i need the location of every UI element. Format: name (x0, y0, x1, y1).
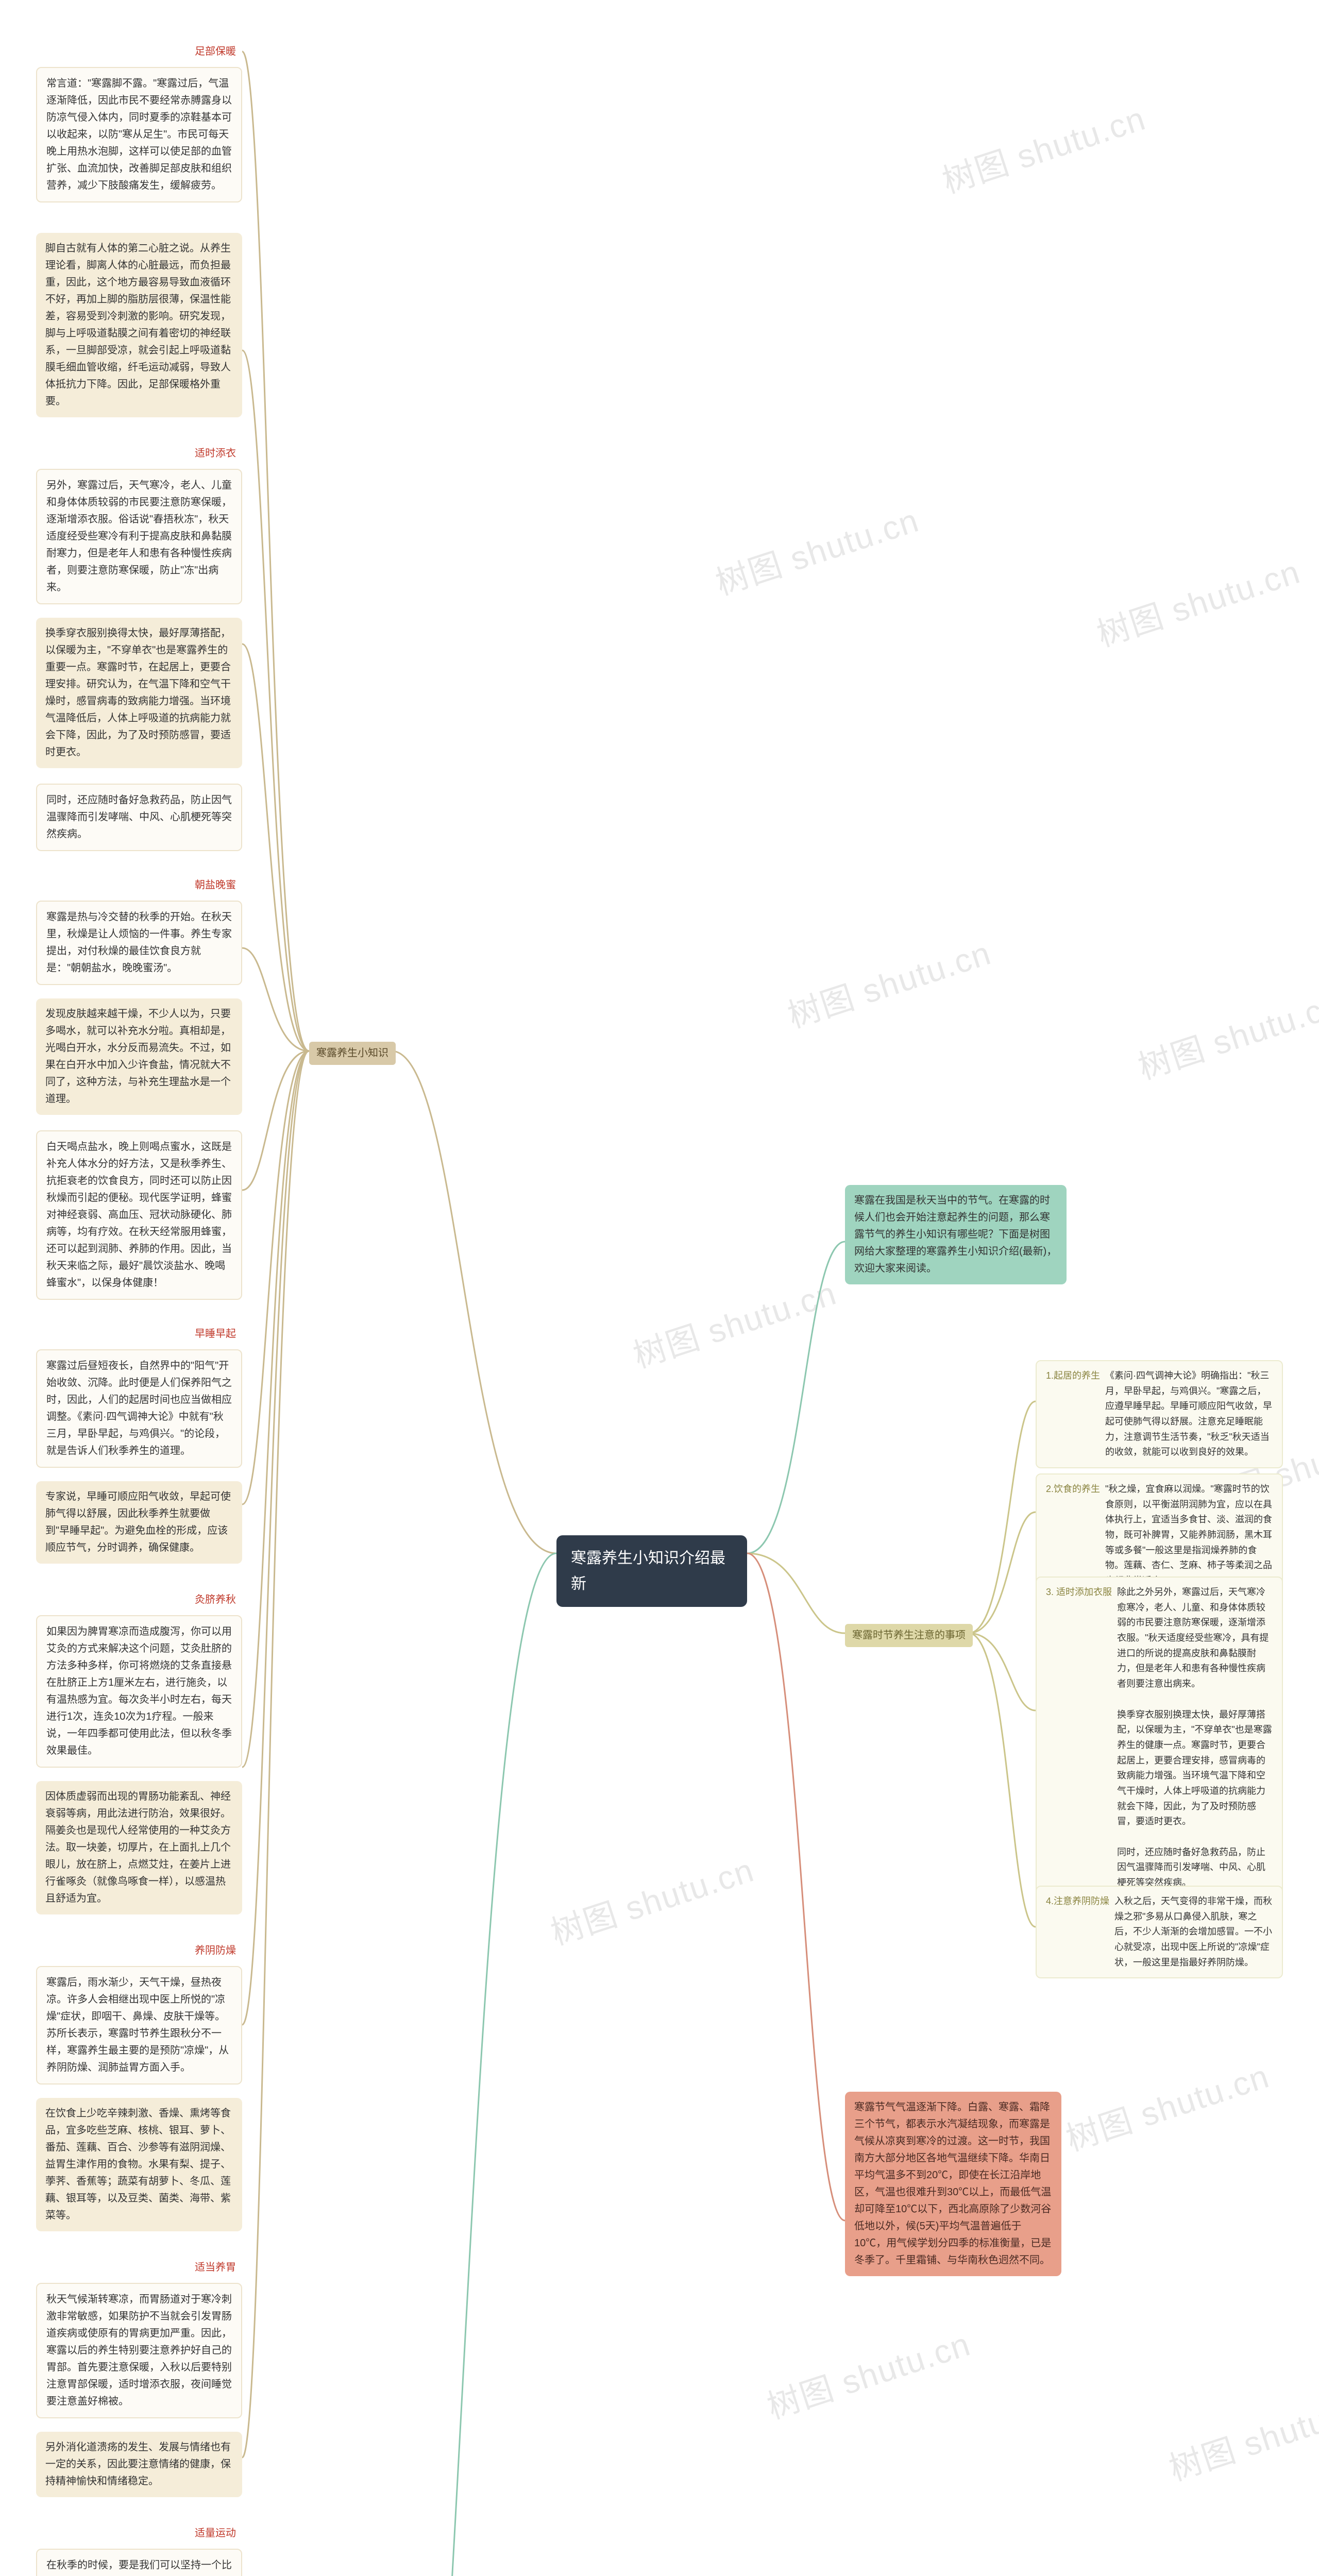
section-heading[interactable]: 足部保暖 (189, 41, 242, 62)
salmon-block: 寒露节气气温逐渐下降。白露、寒露、霜降三个节气，都表示水汽凝结现象，而寒露是气候… (845, 2092, 1061, 2276)
heading-text: 足部保暖 (195, 46, 236, 57)
watermark: 树图 shutu.cn (544, 1844, 759, 1954)
section-paragraph: 因体质虚弱而出现的胃肠功能紊乱、神经衰弱等病，用此法进行防治，效果很好。隔姜灸也… (36, 1781, 242, 1914)
heading-text: 灸脐养秋 (195, 1594, 236, 1605)
heading-text: 早睡早起 (195, 1328, 236, 1340)
item-text: 《素问·四气调神大论》明确指出："秋三月，早卧早起，与鸡俱兴。"寒露之后，应遵早… (1105, 1368, 1273, 1460)
section-heading[interactable]: 灸脐养秋 (189, 1589, 242, 1611)
section-paragraph: 如果因为脾胃寒凉而造成腹泻，你可以用艾灸的方式来解决这个问题，艾灸肚脐的方法多种… (36, 1615, 242, 1768)
section-paragraph: 寒露过后昼短夜长，自然界中的"阳气"开始收敛、沉降。此时便是人们保养阳气之时，因… (36, 1349, 242, 1468)
section-heading[interactable]: 适量运动 (189, 2523, 242, 2544)
section-paragraph: 寒露是热与冷交替的秋季的开始。在秋天里，秋燥是让人烦恼的一件事。养生专家提出，对… (36, 901, 242, 985)
item-text: 入秋之后，天气变得的非常干燥，而秋燥之邪"多易从口鼻侵入肌肤，寒之后，不少人渐渐… (1114, 1894, 1273, 1970)
item-number: 1.起居的养生 (1046, 1368, 1100, 1384)
section-paragraph: 同时，还应随时备好急救药品，防止因气温骤降而引发哮喘、中风、心肌梗死等突然疾病。 (36, 784, 242, 851)
heading-text: 适量运动 (195, 2528, 236, 2539)
left-branch-label[interactable]: 寒露养生小知识 (309, 1042, 396, 1065)
section-paragraph: 发现皮肤越来越干燥，不少人以为，只要多喝水，就可以补充水分啦。真相却是，光喝白开… (36, 998, 242, 1115)
section-paragraph: 换季穿衣服别换得太快，最好厚薄搭配，以保暖为主，"不穿单衣"也是寒露养生的重要一… (36, 618, 242, 768)
section-paragraph: 寒露后，雨水渐少，天气干燥，昼热夜凉。许多人会相继出现中医上所悦的"凉燥"症状，… (36, 1966, 242, 2084)
watermark: 树图 shutu.cn (781, 927, 996, 1037)
heading-text: 朝盐晚蜜 (195, 879, 236, 891)
section-heading[interactable]: 朝盐晚蜜 (189, 875, 242, 896)
watermark: 树图 shutu.cn (709, 494, 924, 604)
olive-item: 1.起居的养生《素问·四气调神大论》明确指出："秋三月，早卧早起，与鸡俱兴。"寒… (1036, 1360, 1283, 1468)
item-number: 4.注意养阴防燥 (1046, 1894, 1109, 1909)
section-paragraph: 专家说，早睡可顺应阳气收敛，早起可使肺气得以舒展，因此秋季养生就要做到"早睡早起… (36, 1481, 242, 1564)
watermark: 树图 shutu.cn (1162, 2380, 1319, 2490)
watermark: 树图 shutu.cn (1131, 978, 1319, 1089)
section-heading[interactable]: 早睡早起 (189, 1324, 242, 1345)
section-paragraph: 在秋季的时候，要是我们可以坚持一个比较适宜的身体锻炼，不单单是可以调养肺气的，还… (36, 2549, 242, 2576)
mindmap-canvas: 树图 shutu.cn 树图 shutu.cn 树图 shutu.cn 树图 shut… (0, 0, 1319, 2576)
section-paragraph: 脚自古就有人体的第二心脏之说。从养生理论看，脚离人体的心脏最远，而负担最重，因此… (36, 233, 242, 417)
section-heading[interactable]: 适当养胃 (189, 2257, 242, 2278)
item-text: "秋之燥，宜食麻以润燥。"寒露时节的饮食原则，以平衡滋阴润肺为宜，应以在具体执行… (1105, 1482, 1273, 1589)
heading-text: 养阴防燥 (195, 1945, 236, 1956)
section-paragraph: 秋天气候渐转寒凉，而胃肠道对于寒冷刺激非常敏感，如果防护不当就会引发胃肠道疾病或… (36, 2283, 242, 2418)
item-text: 除此之外另外，寒露过后，天气寒冷愈寒冷，老人、儿童、和身体体质较弱的市民要注意防… (1117, 1585, 1273, 1891)
olive-item: 3. 适时添加衣服除此之外另外，寒露过后，天气寒冷愈寒冷，老人、儿童、和身体体质… (1036, 1577, 1283, 1899)
section-paragraph: 另外，寒露过后，天气寒冷，老人、儿童和身体体质较弱的市民要注意防寒保暖，逐渐增添… (36, 469, 242, 604)
watermark: 树图 shutu.cn (627, 1267, 842, 1377)
watermark: 树图 shutu.cn (936, 92, 1151, 202)
section-paragraph: 常言道："寒露脚不露。"寒露过后，气温逐渐降低，因此市民不要经常赤膊露身以防凉气… (36, 67, 242, 202)
section-heading[interactable]: 养阴防燥 (189, 1940, 242, 1961)
heading-text: 适时添衣 (195, 448, 236, 459)
watermark: 树图 shutu.cn (1090, 546, 1306, 656)
watermark: 树图 shutu.cn (1059, 2050, 1275, 2160)
item-number: 3. 适时添加衣服 (1046, 1585, 1112, 1600)
heading-text: 适当养胃 (195, 2262, 236, 2273)
item-number: 2.饮食的养生 (1046, 1482, 1100, 1497)
section-paragraph: 白天喝点盐水，晚上则喝点蜜水，这既是补充人体水分的好方法，又是秋季养生、抗拒衰老… (36, 1130, 242, 1300)
section-paragraph: 在饮食上少吃辛辣刺激、香燥、熏烤等食品，宜多吃些芝麻、核桃、银耳、萝卜、番茄、莲… (36, 2098, 242, 2231)
section-heading[interactable]: 适时添衣 (189, 443, 242, 464)
right-olive-branch-label[interactable]: 寒露时节养生注意的事项 (845, 1624, 973, 1647)
root-node[interactable]: 寒露养生小知识介绍最新 (556, 1535, 747, 1607)
watermark: 树图 shutu.cn (760, 2318, 976, 2428)
olive-item: 4.注意养阴防燥入秋之后，天气变得的非常干燥，而秋燥之邪"多易从口鼻侵入肌肤，寒… (1036, 1886, 1283, 1978)
section-paragraph: 另外消化道溃疡的发生、发展与情绪也有一定的关系，因此要注意情绪的健康，保持精神愉… (36, 2432, 242, 2497)
intro-block: 寒露在我国是秋天当中的节气。在寒露的时候人们也会开始注意起养生的问题，那么寒露节… (845, 1185, 1067, 1284)
